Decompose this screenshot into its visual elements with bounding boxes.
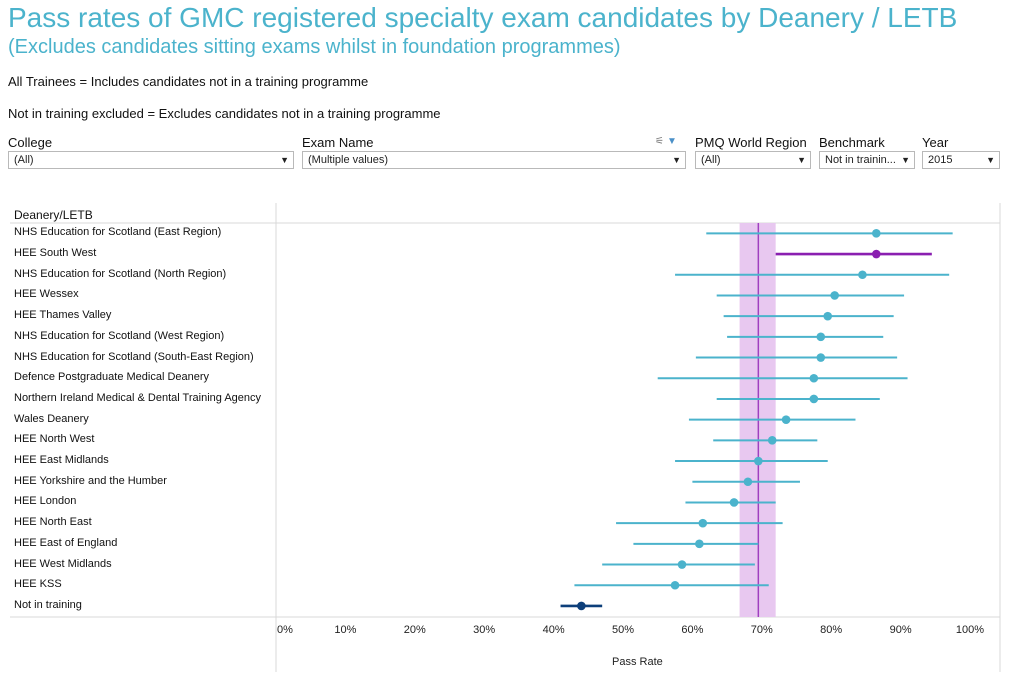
row-label: HEE Yorkshire and the Humber — [14, 474, 167, 487]
row-label: HEE South West — [14, 247, 97, 260]
row-label: HEE West Midlands — [14, 557, 112, 570]
data-point — [872, 229, 881, 238]
x-tick-label: 60% — [681, 624, 704, 636]
row-label: Not in training — [14, 598, 82, 611]
data-point — [809, 373, 819, 383]
row-label: Defence Postgraduate Medical Deanery — [14, 371, 210, 384]
filter-menu-icon[interactable]: ▼ — [666, 136, 677, 147]
row-label: HEE East of England — [14, 536, 118, 549]
data-point — [677, 560, 687, 569]
benchmark-filter-label: Benchmark — [819, 135, 885, 150]
data-point — [816, 353, 826, 362]
x-tick-label: 70% — [750, 624, 773, 636]
x-tick-label: 90% — [889, 624, 912, 636]
x-tick-label: 80% — [820, 624, 843, 636]
filter-icon[interactable]: ⚟ ▼ — [655, 136, 677, 147]
row-label: HEE North East — [14, 516, 92, 529]
data-point — [767, 436, 777, 445]
row-label: Wales Deanery — [14, 412, 89, 425]
data-point — [729, 498, 739, 507]
chevron-down-icon: ▼ — [986, 155, 995, 165]
college-dropdown[interactable]: (All) ▼ — [8, 151, 294, 169]
data-point — [743, 477, 753, 487]
chevron-down-icon: ▼ — [901, 155, 910, 165]
exam-name-dropdown-value: (Multiple values) — [308, 154, 389, 166]
year-dropdown[interactable]: 2015 ▼ — [922, 151, 1000, 169]
row-header-label: Deanery/LETB — [14, 208, 93, 222]
region-dropdown[interactable]: (All) ▼ — [695, 151, 811, 169]
x-tick-label: 100% — [955, 624, 985, 636]
year-filter-label: Year — [922, 135, 949, 150]
x-axis-label: Pass Rate — [612, 656, 663, 668]
exam-name-dropdown[interactable]: (Multiple values) ▼ — [302, 151, 686, 169]
college-dropdown-value: (All) — [14, 154, 34, 166]
benchmark-dropdown-value: Not in trainin... — [825, 154, 896, 166]
data-point — [830, 291, 839, 300]
region-filter-label: PMQ World Region — [695, 135, 807, 150]
data-point — [809, 394, 819, 404]
data-point — [698, 518, 708, 528]
data-point — [695, 539, 704, 549]
region-dropdown-value: (All) — [701, 154, 721, 166]
year-dropdown-value: 2015 — [928, 154, 953, 166]
x-tick-label: 50% — [611, 624, 635, 636]
x-tick-label: 40% — [542, 624, 565, 636]
chevron-down-icon: ▼ — [672, 155, 681, 165]
x-tick-label: 30% — [473, 624, 496, 636]
exam-name-filter-label: Exam Name — [302, 135, 374, 150]
x-tick-label: 10% — [334, 624, 357, 636]
college-filter-label: College — [8, 135, 53, 150]
data-point — [858, 270, 867, 280]
row-label: NHS Education for Scotland (East Region) — [14, 226, 222, 239]
row-label: HEE London — [14, 495, 77, 508]
page-title: Pass rates of GMC registered specialty e… — [8, 2, 958, 33]
row-label: HEE Thames Valley — [14, 309, 112, 322]
benchmark-dropdown[interactable]: Not in trainin... ▼ — [819, 151, 915, 169]
row-label: NHS Education for Scotland (South-East R… — [14, 350, 254, 363]
row-label: NHS Education for Scotland (North Region… — [14, 267, 227, 280]
row-label: HEE Wessex — [14, 288, 79, 301]
page-subtitle: (Excludes candidates sitting exams whils… — [8, 36, 621, 58]
data-point — [577, 601, 586, 611]
data-point — [816, 332, 826, 342]
data-point — [823, 311, 833, 321]
x-tick-label: 20% — [403, 624, 426, 636]
x-tick-label: 0% — [277, 624, 293, 636]
row-label: HEE North West — [14, 433, 95, 446]
row-label: HEE East Midlands — [14, 454, 109, 467]
row-label: NHS Education for Scotland (West Region) — [14, 329, 225, 342]
data-point — [781, 415, 791, 424]
row-label: Northern Ireland Medical & Dental Traini… — [14, 391, 262, 404]
data-point — [754, 456, 763, 466]
note-not-in-training: Not in training excluded = Excludes cand… — [8, 106, 441, 121]
data-point — [872, 249, 881, 259]
chevron-down-icon: ▼ — [797, 155, 806, 165]
row-label: HEE KSS — [14, 578, 62, 591]
data-point — [670, 580, 680, 590]
note-all-trainees: All Trainees = Includes candidates not i… — [8, 74, 369, 89]
chevron-down-icon: ▼ — [280, 155, 289, 165]
